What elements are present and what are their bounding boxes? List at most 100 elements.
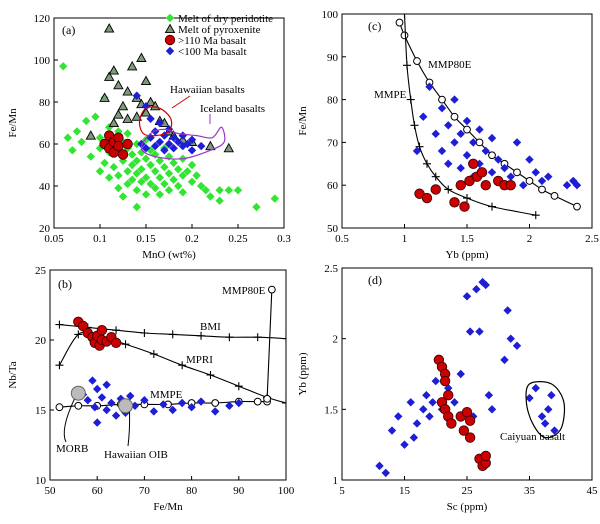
legend-label: <100 Ma basalt [178,46,247,58]
series--110-ma-basalt [433,354,491,472]
data-point [464,415,476,426]
x-tick-label: 0.05 [44,233,64,245]
data-point [132,139,141,149]
x-axis-label: Fe/Mn [153,501,183,513]
data-point [573,202,581,211]
data-point [140,396,149,405]
data-point [263,394,272,403]
x-tick-label: 25 [462,485,474,497]
data-point [400,440,409,449]
data-point [512,138,522,147]
data-point [406,95,415,104]
data-point [438,95,446,104]
data-point [403,61,411,70]
series--100-ma-basalt [412,82,582,190]
data-point [412,419,422,428]
legend-marker [164,23,176,34]
model-curve [266,289,273,399]
leader-line [127,411,131,447]
data-point [472,285,481,294]
data-point [468,158,479,170]
panel-c: 0.5 1 1.5 2 2.5 50 60 70 80 90 100 Yb (ppm) Fe/Mn (c)… [297,9,599,261]
y-tick-label: 40 [39,181,51,193]
data-point [169,158,178,168]
data-point [410,121,419,130]
x-tick-label: 35 [524,485,536,497]
data-point [421,192,433,204]
x-tick-label: 100 [278,485,295,497]
data-point [145,96,156,107]
x-tick-label: 0.3 [277,233,291,245]
data-point [155,118,164,128]
data-point [464,432,476,443]
data-point [387,426,397,435]
data-point [164,186,174,195]
data-point [480,179,491,191]
legend-label: Melt of pyroxenite [178,24,261,36]
series--110-ma-basalt [414,158,516,212]
data-point [525,393,534,403]
data-point [252,202,261,212]
annotation-iceland-basalts: Iceland basalts [200,103,265,115]
y-tick-label: 100 [34,55,51,67]
data-point [99,92,110,102]
y-tick-label: 80 [39,97,51,109]
data-point [122,138,133,150]
data-point [192,171,201,180]
data-point [381,468,390,478]
x-axis-label: Sc (ppm) [447,501,488,513]
data-point [462,292,472,301]
data-point [476,167,488,178]
data-point [55,403,64,412]
data-point [74,330,83,339]
data-point [151,167,160,176]
data-point [484,391,494,400]
data-point [572,181,582,190]
data-point [140,329,149,337]
data-point [114,171,123,180]
data-point [151,141,160,151]
data-point [174,137,183,147]
data-point [169,133,178,142]
panel-label: (d) [368,273,382,287]
x-tick-label: 2.5 [585,233,599,245]
data-point [113,109,124,119]
series--100-ma-basalt [375,277,559,478]
x-tick-label: 0.1 [93,233,107,245]
data-point [107,398,116,408]
data-point [109,162,118,172]
data-point [506,172,515,181]
data-point [105,173,114,182]
x-axis-label: MnO (wt%) [142,249,196,261]
plot-area [395,14,582,220]
data-point [126,391,135,401]
y-tick-label: 20 [35,335,47,347]
y-tick-label: 2 [333,334,339,346]
data-point [488,202,496,211]
data-point [437,146,447,156]
data-point [422,391,431,400]
data-point [128,160,137,170]
panel-label: (c) [368,19,381,33]
data-point [183,167,192,176]
y-tick-label: 1 [333,475,339,487]
data-point [481,280,490,290]
data-point [550,192,559,200]
data-point [544,405,553,414]
data-point [487,405,497,414]
data-point [456,369,465,379]
data-point [68,146,77,155]
series-2 [99,130,133,160]
region-outline [140,126,226,160]
data-point [375,461,384,471]
data-point [130,401,140,410]
data-point [128,175,137,184]
data-point [168,405,177,415]
data-point [149,407,159,416]
data-point [400,14,409,18]
data-point [169,175,178,184]
data-point [450,95,459,104]
data-point [197,141,206,151]
x-tick-label: 2 [527,233,533,245]
